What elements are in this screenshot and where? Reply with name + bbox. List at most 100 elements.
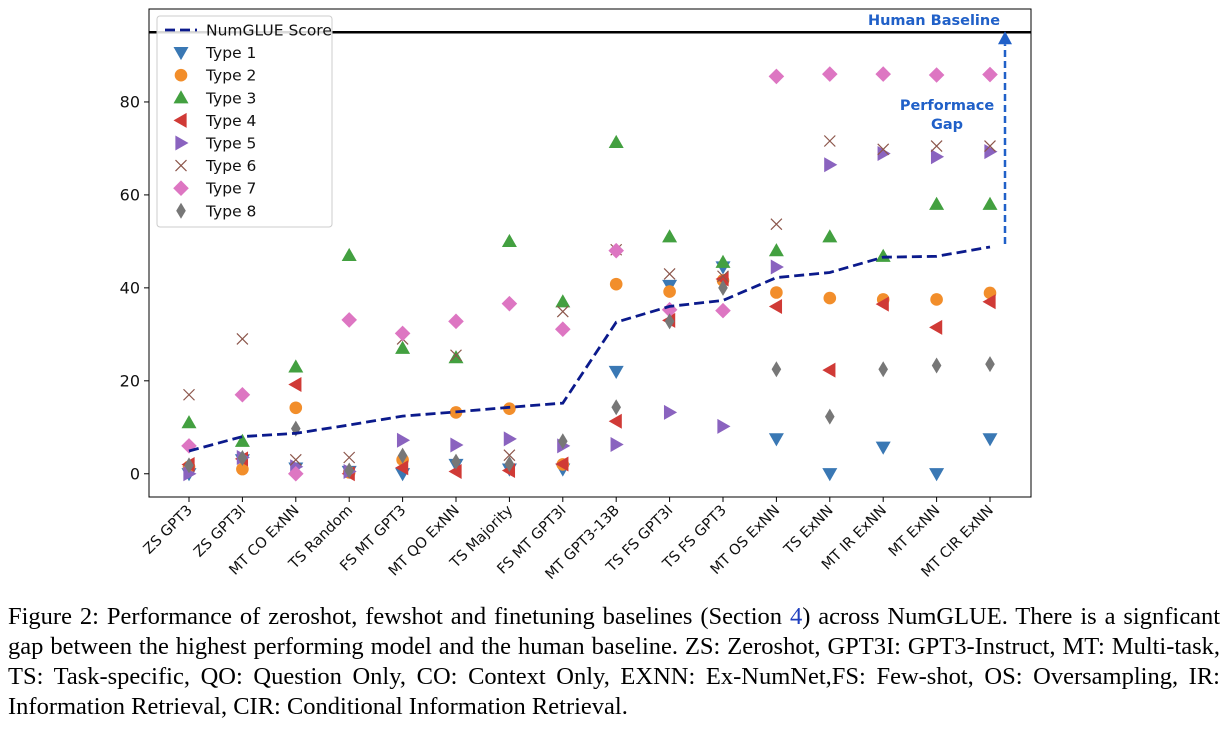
point-type-3-7: [555, 294, 571, 308]
point-type-8-4: [397, 447, 408, 464]
point-type-7-5: [448, 313, 464, 330]
legend-label: Type 5: [205, 135, 256, 153]
series-type-2: [182, 274, 997, 479]
point-type-4-8: [608, 413, 622, 429]
point-type-3-11: [768, 243, 784, 257]
y-tick-label: 40: [120, 278, 140, 297]
point-type-7-0: [181, 438, 197, 454]
point-type-7-1: [234, 386, 251, 403]
point-type-4-4: [395, 460, 409, 476]
point-type-5-9: [663, 404, 678, 420]
point-type-1-11: [768, 433, 784, 447]
point-type-4-11: [768, 298, 783, 314]
legend-entry-type-5: Type 5: [175, 135, 256, 153]
point-type-6-6: [503, 449, 516, 462]
point-type-7-12: [822, 66, 838, 82]
point-type-7-2: [288, 465, 304, 482]
point-type-6-13: [877, 143, 890, 156]
point-type-6-15: [984, 140, 996, 153]
point-type-1-8: [608, 365, 624, 380]
point-type-8-6: [504, 456, 515, 473]
gap-label-line2: Gap: [931, 117, 963, 133]
legend-marker: [176, 202, 186, 219]
point-type-7-15: [982, 66, 998, 83]
point-type-3-3: [341, 247, 357, 261]
point-type-6-0: [183, 388, 195, 401]
point-type-8-9: [664, 313, 675, 330]
point-type-3-6: [501, 233, 517, 248]
figure-caption: Figure 2: Performance of zeroshot, fewsh…: [8, 602, 1220, 722]
legend-label: Type 4: [205, 112, 256, 130]
y-tick-label: 60: [120, 185, 140, 204]
point-type-8-14: [931, 357, 942, 374]
point-type-3-12: [822, 229, 838, 243]
point-type-8-12: [825, 408, 835, 425]
legend-label: Type 2: [205, 67, 256, 85]
point-type-3-2: [288, 359, 304, 373]
point-type-3-8: [608, 134, 624, 149]
x-tick-label: TS ExNN: [781, 503, 837, 559]
x-tick-label: ZS GPT3I: [191, 503, 249, 561]
numglue-score-line: [188, 245, 991, 453]
legend-entry-type-7: Type 7: [173, 180, 256, 198]
human-baseline-label: Human Baseline: [868, 13, 1000, 29]
point-type-4-10: [715, 271, 729, 287]
point-type-1-12: [822, 468, 838, 482]
legend-label: Type 7: [205, 180, 256, 198]
plot-frame: [148, 8, 1032, 498]
legend-entry-type-2: Type 2: [174, 67, 256, 85]
point-type-2-8: [609, 277, 623, 291]
legend-marker: [174, 68, 188, 82]
point-type-4-14: [929, 319, 943, 335]
point-type-4-12: [822, 362, 836, 378]
caption-section-ref[interactable]: 4: [789, 603, 803, 630]
legend-label: Type 1: [205, 44, 256, 62]
point-type-1-15: [982, 433, 998, 447]
point-type-5-8: [610, 436, 624, 452]
point-type-6-5: [450, 349, 462, 362]
point-type-5-0: [183, 466, 197, 482]
point-type-7-9: [661, 301, 678, 318]
legend-label: NumGLUE Score: [206, 22, 332, 40]
series-type-1: [181, 261, 998, 482]
legend-entry-type-3: Type 3: [173, 89, 256, 107]
point-type-5-13: [877, 146, 891, 162]
point-type-4-5: [448, 463, 462, 479]
caption-rest: ) across NumGLUE. There is a signficant …: [8, 603, 1220, 720]
x-tick-label: ZS GPT3: [141, 503, 196, 558]
series-type-3: [181, 134, 998, 447]
point-type-8-8: [611, 399, 621, 416]
point-type-8-11: [771, 361, 782, 378]
legend-marker: [173, 112, 187, 128]
point-type-5-12: [824, 157, 838, 173]
point-type-7-7: [555, 321, 571, 338]
point-type-8-13: [878, 361, 888, 378]
point-type-5-4: [396, 432, 411, 448]
legend-label: Type 6: [205, 157, 256, 175]
point-type-6-14: [930, 140, 943, 153]
point-type-3-5: [448, 350, 464, 364]
point-type-8-15: [985, 356, 995, 373]
point-type-5-6: [503, 431, 517, 447]
y-tick-label: 20: [120, 371, 140, 390]
legend-marker: [173, 46, 189, 61]
point-type-3-9: [662, 229, 678, 243]
legend-entry-type-1: Type 1: [173, 44, 256, 62]
caption-prefix: Figure 2: Performance of zeroshot, fewsh…: [8, 603, 790, 630]
legend-marker: [175, 135, 189, 151]
point-type-2-11: [770, 286, 783, 299]
point-type-3-1: [234, 433, 250, 447]
series-type-7: [181, 66, 998, 482]
point-type-6-9: [663, 267, 676, 280]
point-type-5-14: [930, 149, 945, 165]
point-type-3-15: [982, 196, 998, 210]
y-tick-label: 80: [120, 92, 140, 111]
point-type-2-14: [930, 293, 943, 306]
point-type-3-14: [929, 196, 945, 210]
point-type-7-11: [768, 68, 785, 85]
point-type-8-1: [237, 449, 248, 466]
point-type-2-9: [663, 285, 676, 298]
point-type-3-0: [181, 415, 197, 429]
point-type-6-11: [770, 218, 783, 231]
point-type-2-12: [823, 291, 837, 305]
